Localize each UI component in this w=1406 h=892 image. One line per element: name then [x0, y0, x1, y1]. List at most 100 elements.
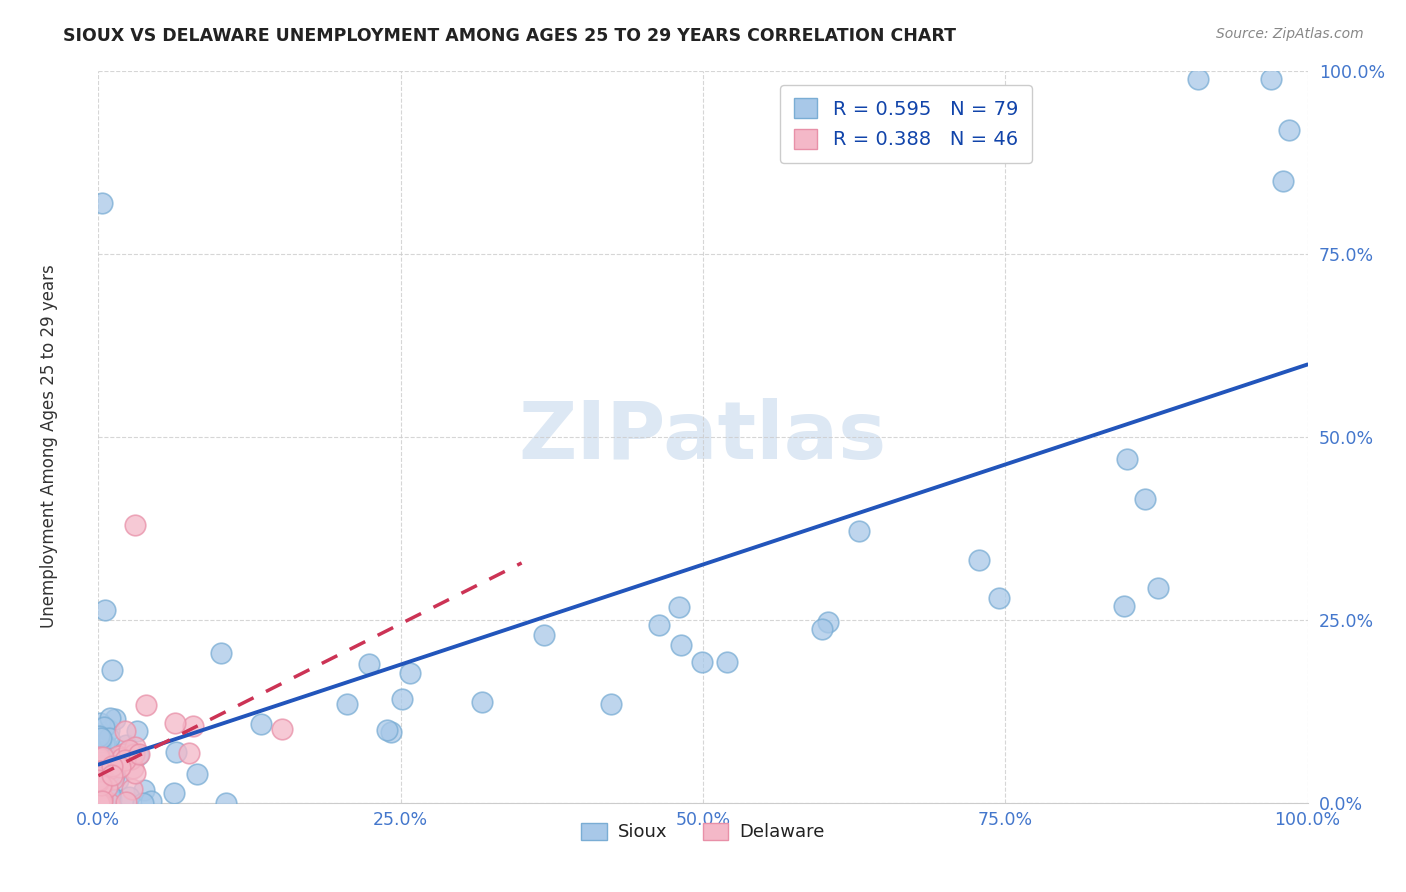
- Point: [98, 711, 121, 725]
- Point: [94, 603, 117, 617]
- Point: [87, 750, 110, 764]
- Point: [89, 730, 111, 744]
- Point: [127, 747, 149, 762]
- Point: [90, 778, 112, 792]
- Point: [89, 764, 111, 778]
- Point: [98, 766, 121, 780]
- Point: [107, 772, 129, 787]
- Point: [1147, 581, 1170, 595]
- Point: [163, 786, 186, 800]
- Point: [249, 716, 271, 731]
- Point: [97, 796, 120, 810]
- Point: [100, 761, 122, 775]
- Point: [94, 738, 117, 752]
- Point: [91, 789, 114, 804]
- Text: Source: ZipAtlas.com: Source: ZipAtlas.com: [1216, 27, 1364, 41]
- Point: [271, 722, 294, 736]
- Point: [120, 752, 142, 766]
- Point: [399, 666, 422, 681]
- Point: [97, 731, 120, 745]
- Point: [115, 795, 138, 809]
- Point: [690, 656, 713, 670]
- Point: [89, 778, 111, 792]
- Point: [122, 747, 145, 762]
- Point: [471, 695, 494, 709]
- Point: [101, 759, 124, 773]
- Point: [91, 794, 114, 808]
- Text: SIOUX VS DELAWARE UNEMPLOYMENT AMONG AGES 25 TO 29 YEARS CORRELATION CHART: SIOUX VS DELAWARE UNEMPLOYMENT AMONG AGE…: [63, 27, 956, 45]
- Point: [817, 615, 839, 630]
- Point: [848, 524, 870, 538]
- Point: [91, 750, 114, 764]
- Point: [98, 788, 121, 802]
- Point: [89, 739, 111, 754]
- Point: [135, 698, 157, 712]
- Point: [967, 553, 990, 567]
- Point: [87, 796, 110, 810]
- Point: [93, 720, 115, 734]
- Point: [181, 718, 204, 732]
- Point: [91, 796, 114, 810]
- Point: [121, 781, 143, 796]
- Point: [101, 768, 124, 782]
- Point: [117, 743, 139, 757]
- Point: [103, 768, 125, 782]
- Point: [90, 794, 112, 808]
- Point: [211, 647, 233, 661]
- Point: [141, 794, 163, 808]
- Point: [380, 724, 402, 739]
- Point: [91, 764, 114, 779]
- Point: [89, 796, 111, 810]
- Point: [87, 734, 110, 748]
- Point: [114, 724, 136, 739]
- Point: [87, 752, 110, 766]
- Point: [89, 736, 111, 750]
- Point: [118, 790, 141, 805]
- Point: [125, 723, 148, 738]
- Point: [89, 796, 111, 810]
- Legend: Sioux, Delaware: Sioux, Delaware: [574, 815, 832, 848]
- Point: [811, 622, 834, 636]
- Point: [89, 796, 111, 810]
- Point: [128, 747, 150, 761]
- Point: [90, 779, 112, 793]
- Point: [124, 739, 146, 754]
- Point: [90, 767, 112, 781]
- Point: [87, 745, 110, 759]
- Point: [87, 739, 110, 753]
- Point: [104, 712, 127, 726]
- Point: [108, 759, 131, 773]
- Point: [1278, 123, 1301, 137]
- Text: ZIPatlas: ZIPatlas: [519, 398, 887, 476]
- Point: [89, 774, 111, 789]
- Point: [124, 766, 146, 780]
- Point: [107, 748, 129, 763]
- Point: [134, 783, 156, 797]
- Point: [100, 792, 122, 806]
- Point: [1115, 451, 1137, 466]
- Point: [87, 775, 110, 789]
- Point: [122, 761, 145, 775]
- Point: [359, 657, 381, 671]
- Point: [90, 736, 112, 750]
- Point: [87, 773, 110, 788]
- Point: [163, 716, 186, 731]
- Point: [115, 746, 138, 760]
- Point: [668, 599, 690, 614]
- Point: [375, 723, 398, 738]
- Point: [91, 196, 114, 211]
- Point: [132, 796, 155, 810]
- Point: [111, 747, 134, 761]
- Point: [124, 517, 146, 532]
- Point: [96, 780, 118, 794]
- Point: [90, 756, 112, 770]
- Point: [114, 753, 136, 767]
- Point: [669, 638, 692, 652]
- Point: [97, 755, 120, 769]
- Point: [391, 691, 413, 706]
- Point: [101, 663, 124, 677]
- Point: [1260, 71, 1282, 86]
- Point: [90, 796, 112, 810]
- Point: [100, 791, 122, 805]
- Point: [97, 723, 120, 737]
